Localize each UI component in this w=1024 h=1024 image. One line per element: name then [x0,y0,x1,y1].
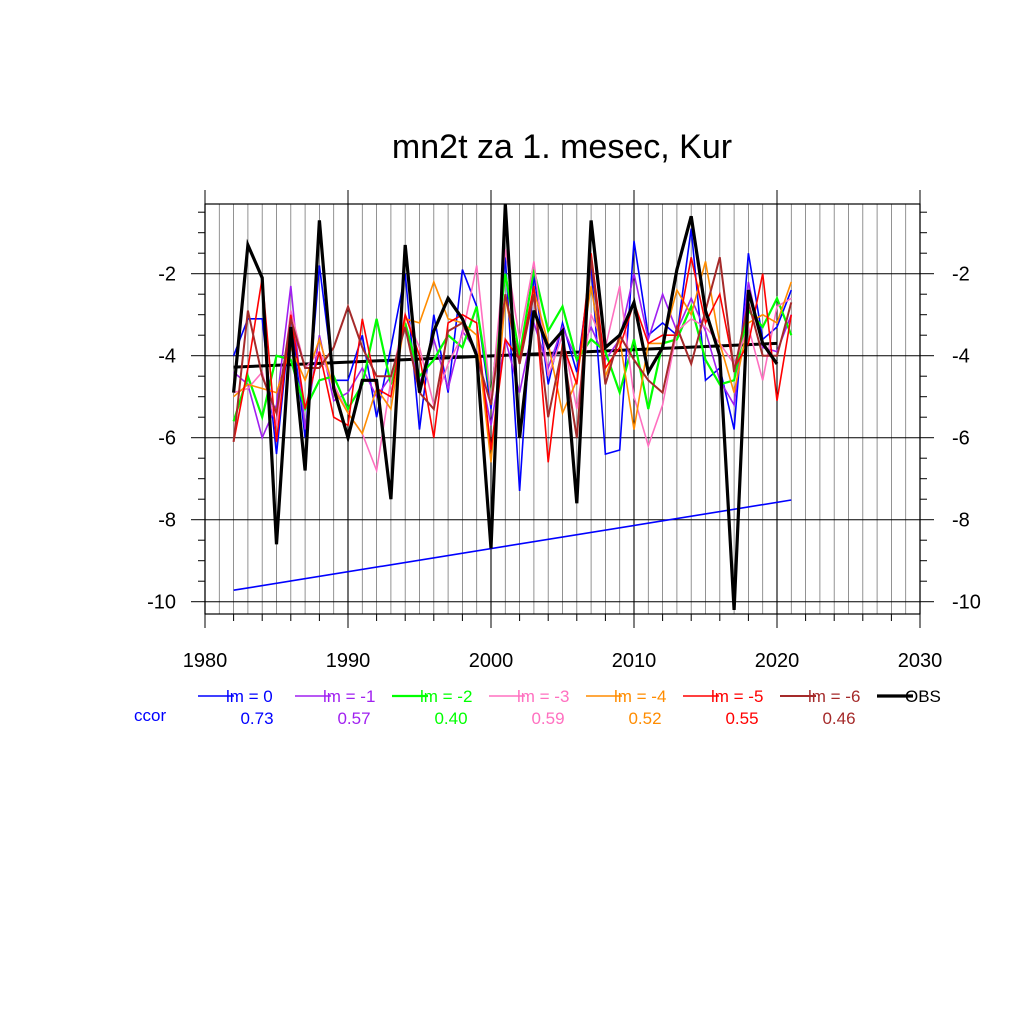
legend-entry: lm = -6 [808,687,860,706]
chart-title: mn2t za 1. mesec, Kur [392,128,732,166]
x-tick-label: 1990 [326,650,371,672]
grid-lines [204,204,921,614]
ccor-value: 0.73 [240,709,273,728]
series-line [233,248,792,474]
y-tick-label-left: -10 [147,592,176,614]
x-tick-label: 1980 [183,650,228,672]
legend-entry: lm = -4 [614,687,666,706]
plot-frame [204,203,921,615]
legend-entry: lm = -2 [420,687,472,706]
axes: 1980 1990 2000 2010 2020 2030 -10 -10 -8 -8 -6 -6 -4… [147,190,981,672]
ccor-value: 0.40 [434,709,467,728]
ccor-value: 0.46 [822,709,855,728]
ccor-value: 0.57 [337,709,370,728]
x-tick-label: 2000 [469,650,514,672]
legend-entry: lm = -3 [517,687,569,706]
y-tick-label-left: -6 [158,428,176,450]
legend-entry: OBS [905,687,941,706]
y-tick-label-right: -6 [952,428,970,450]
ccor-value: 0.52 [628,709,661,728]
y-tick-label-left: -2 [158,264,176,286]
y-tick-label-right: -8 [952,510,970,532]
legend-entry: lm = -1 [323,687,375,706]
legend: lm = 0 0.73 lm = -1 0.57 lm = -2 0.40 lm = -3 0… [134,687,941,728]
legend-entry: lm = -5 [711,687,763,706]
y-tick-label-right: -2 [952,264,970,286]
series-lines [232,203,793,610]
y-tick-label-right: -10 [952,592,981,614]
legend-entry: lm = 0 [226,687,273,706]
ccor-value: 0.55 [725,709,758,728]
x-tick-label: 2010 [612,650,657,672]
x-tick-label: 2030 [898,650,943,672]
series-line [232,253,793,463]
ccor-label: ccor [134,706,166,725]
trend-line [233,499,792,592]
x-tick-label: 2020 [755,650,800,672]
y-tick-label-left: -4 [158,346,176,368]
ccor-value: 0.59 [531,709,564,728]
y-tick-label-left: -8 [158,510,176,532]
y-tick-label-right: -4 [952,346,970,368]
